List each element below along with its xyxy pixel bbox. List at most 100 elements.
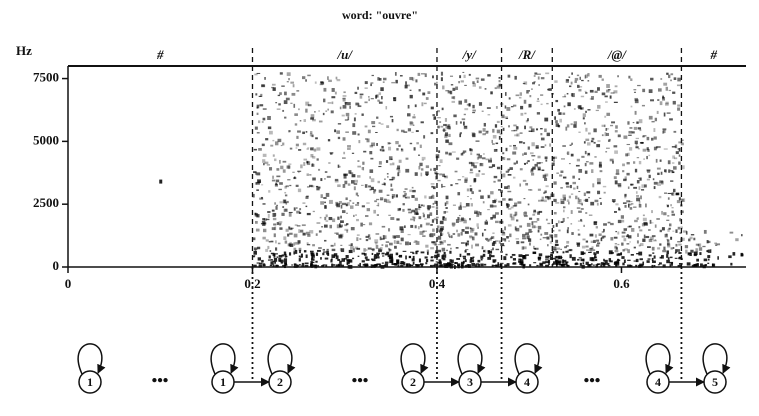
texture-dot: [327, 76, 329, 80]
texture-dot: [626, 243, 629, 244]
texture-dot: [606, 133, 609, 136]
texture-dot: [664, 113, 666, 117]
texture-dot: [623, 202, 627, 203]
texture-dot: [566, 79, 569, 83]
texture-dot: [257, 262, 260, 263]
texture-dot: [515, 212, 518, 216]
texture-dot: [377, 100, 379, 102]
texture-dot: [431, 241, 434, 243]
texture-dot: [346, 113, 350, 116]
texture-dot: [378, 181, 380, 183]
texture-dot: [276, 205, 278, 206]
texture-dot: [559, 174, 562, 176]
texture-dot: [516, 238, 519, 239]
texture-dot: [438, 244, 441, 245]
texture-dot: [500, 263, 504, 264]
texture-dot: [556, 263, 558, 267]
texture-dot: [351, 243, 353, 246]
texture-dot: [416, 241, 420, 245]
texture-dot: [399, 208, 401, 210]
texture-dot: [269, 167, 272, 170]
texture-dot: [347, 202, 350, 206]
texture-dot: [455, 171, 458, 173]
texture-dot: [663, 247, 665, 250]
texture-dot: [662, 227, 665, 230]
texture-dot: [274, 202, 276, 204]
texture-dot: [324, 217, 326, 220]
texture-dot: [405, 197, 407, 199]
texture-dot: [268, 214, 270, 218]
texture-dot: [672, 171, 674, 173]
texture-dot: [349, 106, 351, 109]
texture-dot: [558, 260, 561, 263]
texture-dot: [405, 169, 409, 173]
texture-dot: [443, 240, 446, 243]
texture-dot: [416, 130, 419, 132]
texture-dot: [667, 229, 669, 232]
texture-dot: [361, 185, 364, 186]
texture-dot: [432, 114, 434, 116]
texture-dot: [482, 246, 484, 249]
texture-dot: [404, 193, 407, 196]
texture-dot: [382, 226, 385, 228]
texture-dot: [529, 264, 531, 266]
texture-dot: [284, 100, 288, 104]
texture-dot: [387, 173, 389, 174]
texture-dot: [272, 213, 275, 217]
texture-dot: [475, 162, 478, 163]
texture-dot: [280, 166, 283, 170]
texture-dot: [484, 229, 486, 231]
texture-dot: [285, 209, 287, 211]
texture-dot: [600, 202, 602, 205]
texture-dot: [578, 132, 580, 133]
texture-dot: [320, 81, 323, 83]
texture-dot: [431, 183, 435, 185]
texture-dot: [545, 144, 547, 146]
texture-dot: [355, 103, 358, 106]
texture-dot: [657, 168, 661, 170]
texture-dot: [355, 204, 359, 205]
texture-dot: [352, 123, 355, 127]
y-tick-label: 5000: [33, 132, 59, 147]
texture-dot: [603, 259, 605, 262]
texture-dot: [524, 113, 526, 115]
texture-dot: [570, 185, 572, 188]
texture-dot: [614, 145, 618, 147]
texture-dot: [679, 197, 681, 200]
texture-dot: [556, 248, 560, 250]
texture-dot: [371, 249, 375, 250]
texture-dot: [644, 235, 646, 239]
texture-dot: [529, 218, 532, 220]
texture-dot: [362, 162, 364, 165]
texture-dot: [355, 113, 357, 114]
texture-dot: [438, 250, 441, 252]
texture-dot: [639, 129, 641, 131]
texture-dot: [525, 232, 529, 235]
texture-dot: [439, 241, 442, 243]
texture-dot: [702, 246, 705, 247]
texture-dot: [463, 220, 467, 224]
self-loop: [211, 344, 235, 374]
texture-dot: [583, 225, 585, 227]
texture-dot: [287, 165, 291, 168]
segment-label: /u/: [337, 47, 354, 62]
texture-dot: [327, 253, 329, 256]
texture-dot: [393, 97, 396, 101]
texture-dot: [400, 75, 403, 76]
texture-dot: [310, 131, 312, 134]
texture-dot: [480, 264, 483, 267]
texture-dot: [482, 157, 486, 159]
texture-dot: [608, 222, 611, 224]
texture-dot: [531, 89, 533, 90]
texture-dot: [662, 97, 665, 101]
texture-dot: [307, 75, 310, 77]
texture-dot: [331, 254, 335, 258]
texture-dot: [464, 114, 466, 115]
texture-dot: [343, 184, 346, 188]
texture-dot: [275, 184, 278, 187]
texture-dot: [631, 254, 634, 256]
texture-dot: [440, 226, 444, 230]
texture-dot: [670, 264, 672, 266]
texture-dot: [509, 167, 512, 170]
texture-dot: [332, 249, 336, 251]
